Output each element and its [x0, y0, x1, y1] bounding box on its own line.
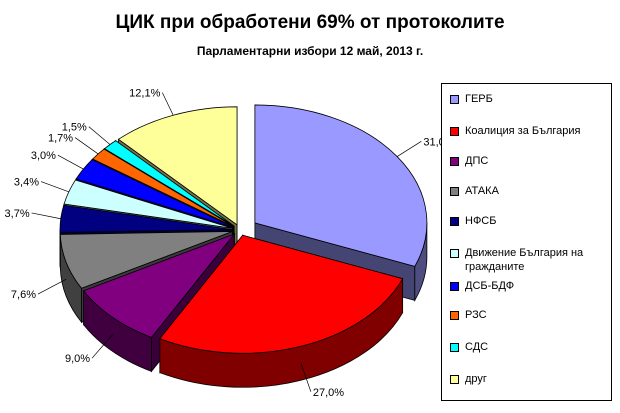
slice-нфсб: [59, 204, 233, 233]
legend: ГЕРБ Коалиция за България ДПС АТАКА НФСБ…: [441, 83, 612, 401]
legend-label: АТАКА: [465, 185, 499, 197]
legend-item-koalicia: Коалиция за България: [450, 124, 607, 138]
legend-swatch: [450, 311, 459, 320]
slice-атака: [59, 231, 233, 289]
pie-tops: [59, 104, 428, 354]
pie-labels: 31,0%27,0%9,0%7,6%3,7%3,4%3,0%1,7%1,5%12…: [5, 88, 455, 399]
legend-item-nfsb: НФСБ: [450, 214, 607, 228]
slice-герб: [254, 104, 428, 267]
label-leader-0: [396, 141, 422, 157]
legend-label: ГЕРБ: [465, 93, 493, 105]
slice-рзс: [91, 148, 234, 227]
label-leader-8: [88, 126, 111, 145]
legend-swatch: [450, 375, 459, 384]
data-label: 1,7%: [48, 133, 73, 145]
legend-item-sds: СДС: [450, 340, 607, 354]
label-leader-4: [31, 212, 61, 220]
data-label: 3,0%: [31, 150, 56, 162]
slice-друг: [117, 106, 238, 226]
legend-swatch: [450, 217, 459, 226]
label-leader-3: [37, 278, 67, 295]
label-leader-6: [57, 154, 84, 170]
legend-swatch: [450, 157, 459, 166]
data-label: 3,4%: [14, 177, 39, 189]
legend-item-dbg: Движение България на гражданите: [450, 246, 607, 274]
slice-коалиция-за-българия: [159, 234, 404, 354]
data-label: 12,1%: [129, 88, 160, 100]
legend-swatch: [450, 187, 459, 196]
label-leader-2: [91, 334, 113, 359]
legend-item-dps: ДПС: [450, 154, 607, 168]
legend-label: друг: [465, 373, 487, 385]
legend-label: СДС: [465, 341, 489, 353]
label-leader-5: [40, 181, 69, 193]
slice-дсб-бдф: [75, 159, 234, 228]
legend-swatch: [450, 95, 459, 104]
data-label: 7,6%: [11, 289, 36, 301]
legend-item-drug: друг: [450, 372, 607, 386]
legend-swatch: [450, 249, 459, 258]
slice-дпс: [82, 233, 236, 338]
legend-label: РЗС: [465, 309, 487, 321]
legend-label: Коалиция за България: [465, 125, 581, 137]
data-label: 3,7%: [5, 208, 30, 220]
legend-swatch: [450, 127, 459, 136]
legend-item-ataka: АТАКА: [450, 184, 607, 198]
legend-label: Движение България на гражданите: [465, 247, 584, 273]
legend-label: НФСБ: [465, 215, 497, 227]
label-leader-1: [300, 363, 312, 392]
chart-subtitle: Парламентарни избори 12 май, 2013 г.: [196, 44, 424, 58]
legend-label: ДПС: [465, 155, 489, 167]
label-leader-9: [162, 92, 174, 116]
slice-движение-българия-на-гражданите: [63, 179, 233, 229]
data-label: 1,5%: [62, 122, 87, 134]
legend-item-dsb-bdf: ДСБ-БДФ: [450, 279, 607, 293]
chart-title: ЦИК при обработени 69% от протоколите: [115, 12, 505, 33]
legend-item-rzs: РЗС: [450, 308, 607, 322]
label-leader-7: [74, 137, 99, 155]
legend-swatch: [450, 282, 459, 291]
data-label: 9,0%: [65, 353, 90, 365]
legend-label: ДСБ-БДФ: [465, 280, 515, 292]
slice-сдс: [103, 140, 235, 227]
data-label: 27,0%: [313, 387, 344, 399]
legend-item-gerb: ГЕРБ: [450, 92, 607, 106]
legend-swatch: [450, 343, 459, 352]
